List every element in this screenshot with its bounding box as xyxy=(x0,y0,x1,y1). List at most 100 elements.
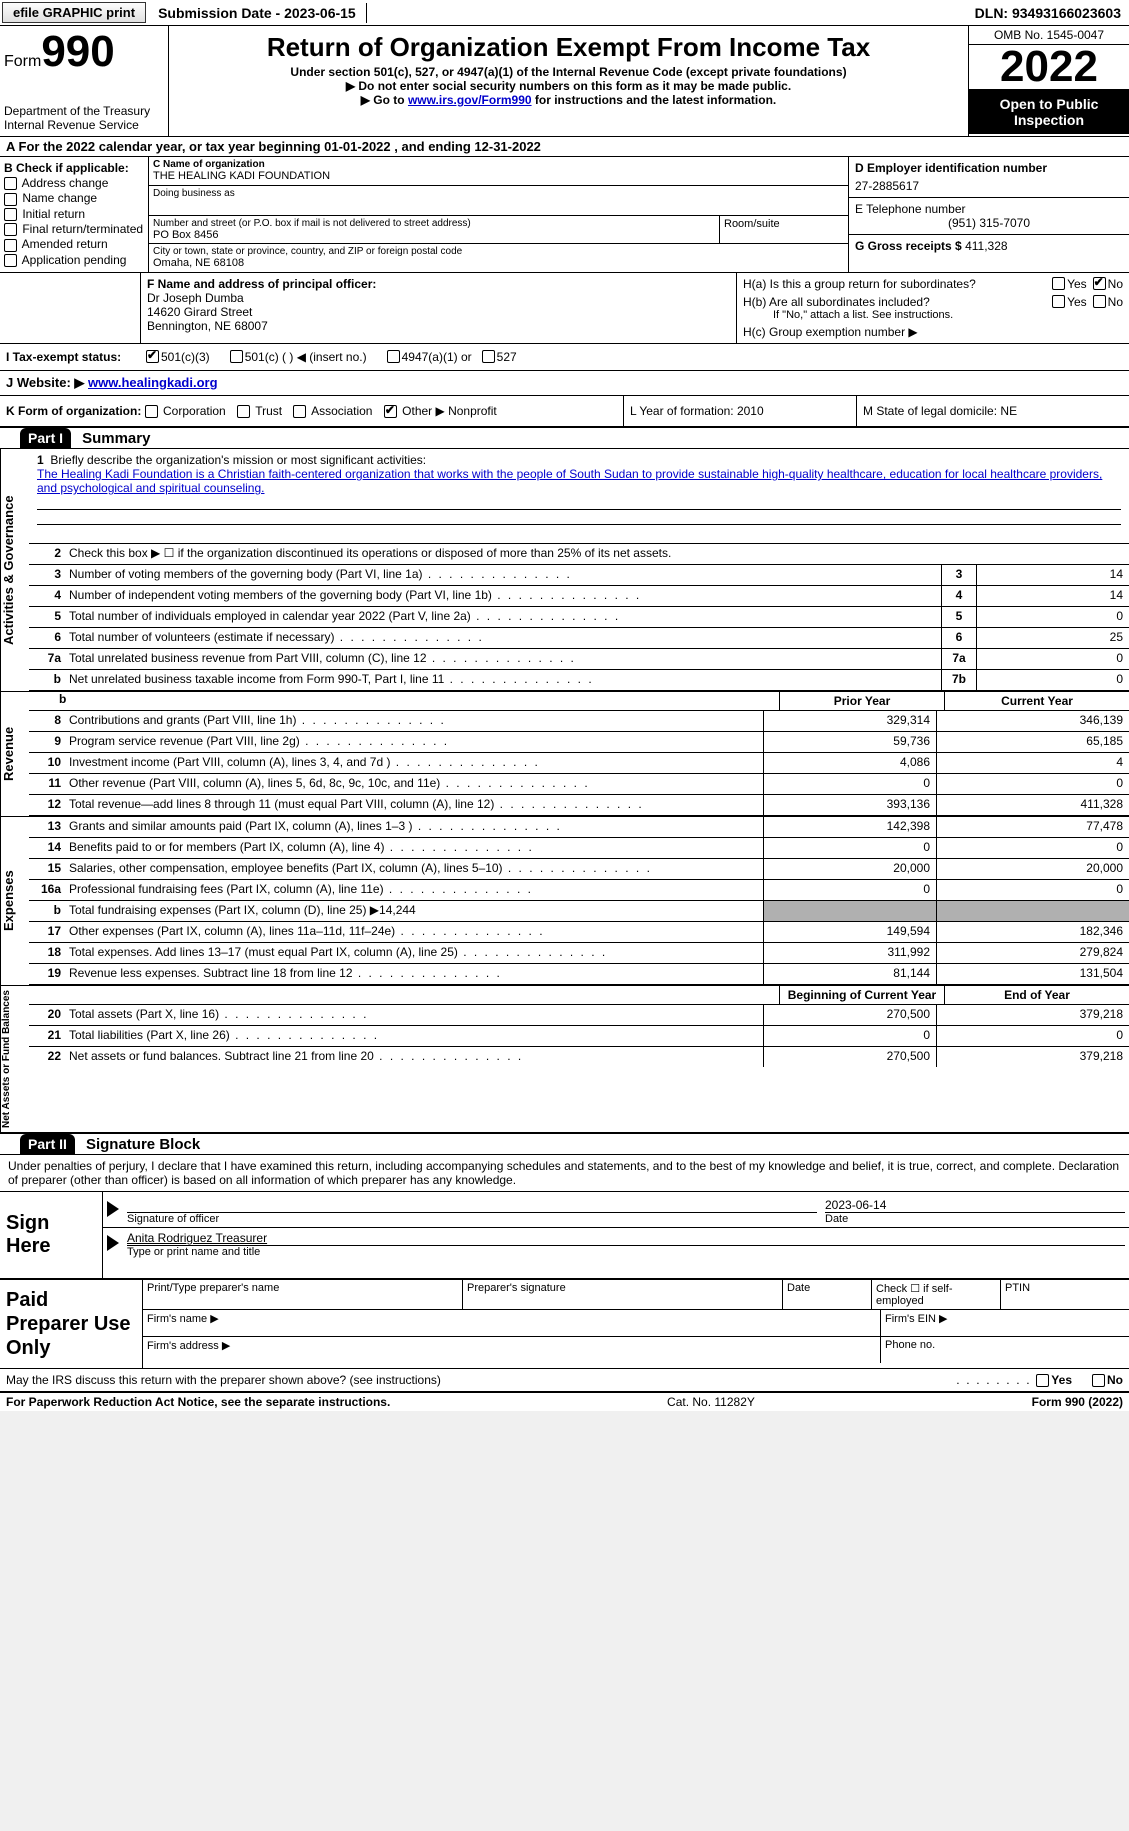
section-c: C Name of organization THE HEALING KADI … xyxy=(149,157,848,272)
line-num: b xyxy=(29,670,65,690)
dln-number: DLN: 93493166023603 xyxy=(975,5,1129,21)
prior-val: 4,086 xyxy=(763,753,936,773)
prior-val: 149,594 xyxy=(763,922,936,942)
i-527[interactable] xyxy=(482,350,495,363)
efile-print-button[interactable]: efile GRAPHIC print xyxy=(2,2,146,23)
form-subtitle: Under section 501(c), 527, or 4947(a)(1)… xyxy=(173,65,964,79)
summary-line: 5 Total number of individuals employed i… xyxy=(29,607,1129,628)
chk-amended[interactable] xyxy=(4,239,17,252)
summary-line: 6 Total number of volunteers (estimate i… xyxy=(29,628,1129,649)
open-to-public: Open to Public Inspection xyxy=(969,90,1129,134)
line-num: 21 xyxy=(29,1026,65,1046)
ha-label: H(a) Is this a group return for subordin… xyxy=(743,277,1052,291)
chk-initial[interactable] xyxy=(4,208,17,221)
k-trust[interactable] xyxy=(237,405,250,418)
line-num: 16a xyxy=(29,880,65,900)
warn-link: ▶ Go to www.irs.gov/Form990 for instruct… xyxy=(173,93,964,107)
line-num: 7a xyxy=(29,649,65,669)
prior-val: 20,000 xyxy=(763,859,936,879)
hb-yes[interactable] xyxy=(1052,295,1065,308)
j-label: J Website: ▶ xyxy=(6,375,88,390)
warn-ssn: ▶ Do not enter social security numbers o… xyxy=(173,79,964,93)
vtab-netassets: Net Assets or Fund Balances xyxy=(0,986,29,1132)
i-501c3[interactable] xyxy=(146,350,159,363)
expense-line: 17 Other expenses (Part IX, column (A), … xyxy=(29,922,1129,943)
summary-line: 3 Number of voting members of the govern… xyxy=(29,565,1129,586)
chk-address[interactable] xyxy=(4,177,17,190)
website-link[interactable]: www.healingkadi.org xyxy=(88,375,218,390)
line-num: 20 xyxy=(29,1005,65,1025)
line-desc: Number of independent voting members of … xyxy=(65,586,941,606)
line-val: 0 xyxy=(976,607,1129,627)
ha-no[interactable] xyxy=(1093,277,1106,290)
line-desc: Investment income (Part VIII, column (A)… xyxy=(65,753,763,773)
line-desc: Other expenses (Part IX, column (A), lin… xyxy=(65,922,763,942)
officer-printed-name: Anita Rodriguez Treasurer xyxy=(127,1231,1125,1245)
prior-val: 0 xyxy=(763,774,936,794)
city-label: City or town, state or province, country… xyxy=(153,246,844,257)
prior-val: 142,398 xyxy=(763,817,936,837)
current-val: 279,824 xyxy=(936,943,1129,963)
form-header: Form990 Department of the Treasury Inter… xyxy=(0,26,1129,137)
chk-name[interactable] xyxy=(4,193,17,206)
officer-city: Bennington, NE 68007 xyxy=(147,319,730,333)
k-other[interactable] xyxy=(384,405,397,418)
line-num: 17 xyxy=(29,922,65,942)
irs-link[interactable]: www.irs.gov/Form990 xyxy=(408,93,532,107)
lbl-pending: Application pending xyxy=(22,253,127,267)
line-desc: Contributions and grants (Part VIII, lin… xyxy=(65,711,763,731)
prep-date-label: Date xyxy=(783,1280,872,1309)
k-corp[interactable] xyxy=(145,405,158,418)
submission-date: Submission Date - 2023-06-15 xyxy=(148,3,367,23)
section-h: H(a) Is this a group return for subordin… xyxy=(736,273,1129,343)
eoy-val: 379,218 xyxy=(936,1047,1129,1067)
row-i: I Tax-exempt status: 501(c)(3) 501(c) ( … xyxy=(0,344,1129,371)
line-desc: Total number of volunteers (estimate if … xyxy=(65,628,941,648)
line-num: 5 xyxy=(29,607,65,627)
chk-final[interactable] xyxy=(4,223,17,236)
prep-sig-label: Preparer's signature xyxy=(463,1280,783,1309)
prior-val: 59,736 xyxy=(763,732,936,752)
line-num: 9 xyxy=(29,732,65,752)
dba-label: Doing business as xyxy=(153,188,844,199)
part-ii-bar: Part II Signature Block xyxy=(0,1134,1129,1154)
prep-check-label: Check ☐ if self-employed xyxy=(872,1280,1001,1309)
org-name-label: C Name of organization xyxy=(153,159,844,170)
top-bar: efile GRAPHIC print Submission Date - 20… xyxy=(0,0,1129,26)
officer-name: Dr Joseph Dumba xyxy=(147,291,730,305)
i-501c[interactable] xyxy=(230,350,243,363)
phone-label: E Telephone number xyxy=(855,202,1123,216)
ha-yes[interactable] xyxy=(1052,277,1065,290)
discuss-yes[interactable] xyxy=(1036,1374,1049,1387)
current-val: 4 xyxy=(936,753,1129,773)
discuss-no[interactable] xyxy=(1092,1374,1105,1387)
prior-val: 0 xyxy=(763,880,936,900)
city-value: Omaha, NE 68108 xyxy=(153,257,844,269)
hb-no[interactable] xyxy=(1093,295,1106,308)
prior-val: 0 xyxy=(763,838,936,858)
sign-here-row: Sign Here Signature of officer 2023-06-1… xyxy=(0,1192,1129,1279)
chk-pending[interactable] xyxy=(4,254,17,267)
current-val: 182,346 xyxy=(936,922,1129,942)
boy-label: Beginning of Current Year xyxy=(779,986,944,1004)
boy-val: 270,500 xyxy=(763,1005,936,1025)
i-4947[interactable] xyxy=(387,350,400,363)
k-assoc[interactable] xyxy=(293,405,306,418)
revenue-line: 10 Investment income (Part VIII, column … xyxy=(29,753,1129,774)
current-val: 0 xyxy=(936,880,1129,900)
mission-block: 1 Briefly describe the organization's mi… xyxy=(29,449,1129,544)
line-num: 13 xyxy=(29,817,65,837)
current-val: 65,185 xyxy=(936,732,1129,752)
form-number: 990 xyxy=(41,27,114,76)
form-990-page: efile GRAPHIC print Submission Date - 20… xyxy=(0,0,1129,1411)
row-klm: K Form of organization: Corporation Trus… xyxy=(0,396,1129,428)
part-ii-header: Part II xyxy=(20,1134,75,1154)
lbl-initial: Initial return xyxy=(22,207,85,221)
header-right: OMB No. 1545-0047 2022 Open to Public In… xyxy=(969,26,1129,136)
expenses-block: Expenses 13 Grants and similar amounts p… xyxy=(0,817,1129,986)
current-val: 20,000 xyxy=(936,859,1129,879)
ein-value: 27-2885617 xyxy=(855,179,1123,193)
line-box: 3 xyxy=(941,565,976,585)
line-desc: Total liabilities (Part X, line 26) xyxy=(65,1026,763,1046)
eoy-val: 379,218 xyxy=(936,1005,1129,1025)
